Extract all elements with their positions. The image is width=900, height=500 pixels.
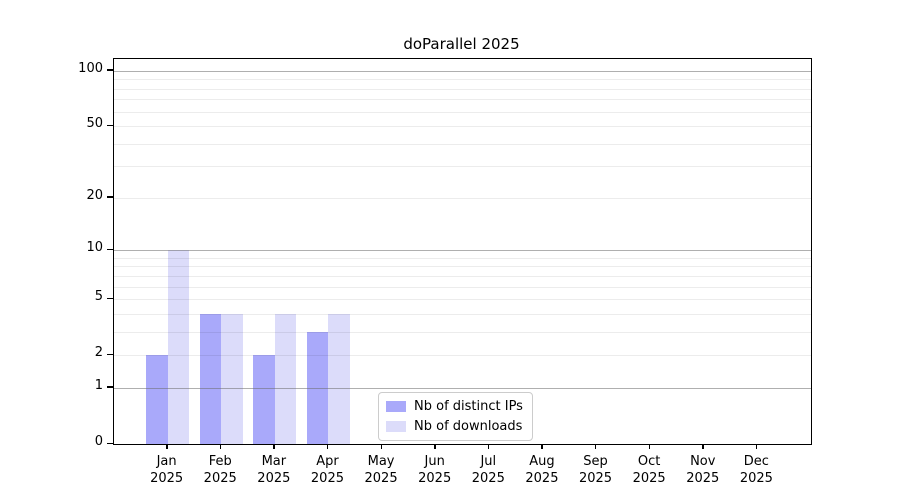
x-tick-label-sep: Sep 2025 <box>578 454 613 486</box>
bar-downloads-mar <box>274 313 297 444</box>
x-tick-jul <box>487 444 490 450</box>
gridline-minor-30 <box>114 166 811 168</box>
legend-label-downloads: Nb of downloads <box>414 419 523 434</box>
gridline-minor-9 <box>114 257 811 259</box>
y-tick-label-10: 10 <box>86 240 103 256</box>
y-tick-0 <box>107 442 113 444</box>
gridline-minor-20 <box>114 197 811 199</box>
legend-swatch-distinct-ips <box>386 401 406 412</box>
gridline-minor-2 <box>114 355 811 357</box>
gridline-minor-5 <box>114 299 811 301</box>
x-tick-label-nov: Nov 2025 <box>686 454 720 486</box>
y-tick-50 <box>107 124 113 127</box>
gridline-major-10 <box>114 250 811 252</box>
x-tick-sep <box>595 444 597 450</box>
gridline-minor-60 <box>114 111 811 113</box>
bar-distinct-ips-mar <box>253 355 275 444</box>
gridline-minor-50 <box>114 126 811 128</box>
x-tick-oct <box>648 444 651 450</box>
x-tick-aug <box>541 444 543 450</box>
y-tick-10 <box>107 248 113 251</box>
bar-downloads-feb <box>221 313 243 444</box>
y-tick-100 <box>107 69 113 71</box>
y-tick-20 <box>107 196 113 198</box>
chart-title: doParallel 2025 <box>403 35 520 53</box>
x-tick-dec <box>755 444 758 450</box>
y-tick-5 <box>107 297 113 300</box>
legend-item-downloads: Nb of downloads <box>386 419 523 434</box>
bar-distinct-ips-feb <box>199 313 222 444</box>
y-tick-1 <box>107 386 113 388</box>
x-tick-label-may: May 2025 <box>364 454 398 486</box>
x-tick-mar <box>273 444 275 450</box>
gridline-major-1 <box>114 387 811 389</box>
x-tick-label-dec: Dec 2025 <box>739 454 773 486</box>
y-tick-label-0: 0 <box>94 434 103 449</box>
legend-item-distinct-ips: Nb of distinct IPs <box>386 399 523 414</box>
y-tick-label-1: 1 <box>94 377 103 393</box>
legend-label-distinct-ips: Nb of distinct IPs <box>414 399 523 414</box>
bar-distinct-ips-jan <box>146 355 168 444</box>
x-tick-label-feb: Feb 2025 <box>203 454 237 486</box>
chart-legend: Nb of distinct IPs Nb of downloads <box>378 392 533 441</box>
x-tick-label-aug: Aug 2025 <box>525 454 559 486</box>
bar-downloads-jan <box>167 250 189 444</box>
gridline-minor-90 <box>114 79 811 81</box>
gridline-minor-3 <box>114 331 811 333</box>
x-tick-label-oct: Oct 2025 <box>632 454 666 486</box>
x-tick-label-jan: Jan 2025 <box>150 454 184 486</box>
gridline-minor-4 <box>114 313 811 315</box>
legend-swatch-downloads <box>386 421 406 432</box>
y-tick-label-50: 50 <box>86 116 103 132</box>
plot-area: Nb of distinct IPs Nb of downloads <box>113 58 812 445</box>
x-tick-label-jul: Jul 2025 <box>471 454 505 486</box>
gridline-minor-80 <box>114 88 811 90</box>
x-tick-feb <box>219 444 222 450</box>
y-tick-2 <box>107 353 113 356</box>
x-tick-label-apr: Apr 2025 <box>310 454 344 486</box>
y-tick-label-5: 5 <box>94 289 103 305</box>
x-tick-label-mar: Mar 2025 <box>257 454 291 486</box>
x-tick-apr <box>326 444 329 450</box>
x-tick-jan <box>166 444 168 450</box>
y-tick-label-100: 100 <box>78 60 103 76</box>
x-tick-may <box>380 444 382 450</box>
gridline-minor-7 <box>114 275 811 277</box>
y-tick-label-2: 2 <box>94 345 103 361</box>
gridline-minor-6 <box>114 286 811 288</box>
gridline-minor-40 <box>114 143 811 145</box>
x-tick-jun <box>434 444 436 450</box>
y-tick-label-20: 20 <box>86 187 103 203</box>
x-tick-nov <box>702 444 704 450</box>
gridline-minor-70 <box>114 99 811 101</box>
x-tick-label-jun: Jun 2025 <box>418 454 452 486</box>
bar-downloads-apr <box>328 313 350 444</box>
gridline-minor-8 <box>114 266 811 268</box>
gridline-major-100 <box>114 70 811 72</box>
